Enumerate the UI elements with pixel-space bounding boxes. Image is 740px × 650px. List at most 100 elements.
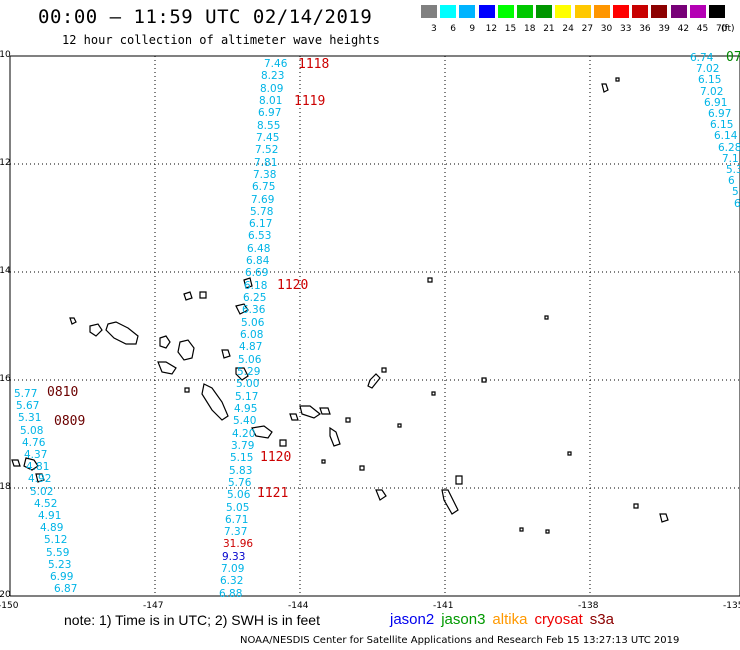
island-outline: [221, 349, 231, 359]
swh-value: 5.78: [250, 205, 274, 218]
swh-value: 8.55: [257, 119, 281, 132]
island-outline: [545, 529, 550, 534]
legend-swatch: [555, 5, 572, 18]
lat-tick-label: -12: [0, 158, 11, 168]
swh-value: 4.20: [232, 427, 256, 440]
swh-value: 5.17: [235, 390, 259, 403]
swh-value: 5.06: [227, 489, 251, 502]
island-outline: [659, 513, 669, 523]
island-outline: [375, 489, 387, 501]
island-outline: [243, 277, 253, 289]
swh-value: 4.37: [24, 449, 48, 461]
pass-time-label: 1118: [298, 57, 330, 72]
island-outline: [201, 383, 229, 421]
swh-value: 6.97: [258, 107, 282, 120]
legend-label: 39: [658, 24, 670, 34]
swh-value: 4.52: [34, 497, 58, 510]
legend-unit: (ft): [721, 24, 735, 34]
island-outline: [601, 83, 609, 93]
pass-time-label: 1119: [294, 94, 326, 109]
swh-value: 7.81: [254, 156, 278, 169]
swh-value: 6.25: [243, 292, 267, 305]
island-outlines: [11, 77, 669, 534]
legend-swatch: [613, 5, 629, 18]
legend-label: 3: [431, 24, 437, 34]
swh-value: 5: [732, 186, 739, 199]
swh-value: 6.71: [225, 513, 249, 526]
legend-label: 45: [696, 24, 709, 34]
island-outline: [481, 377, 487, 383]
island-outline: [35, 473, 45, 483]
legend-swatch: [497, 5, 514, 18]
swh-value: 6.32: [220, 575, 244, 588]
legend-label: 12: [485, 24, 498, 34]
swh-value: 8.01: [259, 94, 283, 107]
swh-value: 6.15: [698, 74, 722, 87]
legend-swatch: [517, 5, 533, 18]
footer-credit: NOAA/NESDIS Center for Satellite Applica…: [240, 635, 680, 646]
swh-value: 6.18: [244, 279, 268, 292]
island-outline: [567, 451, 572, 456]
swh-value: 6.17: [249, 218, 273, 231]
island-outline: [431, 391, 436, 396]
lat-tick-label: -18: [0, 482, 11, 492]
legend-swatch: [689, 5, 706, 18]
map-subtitle: 12 hour collection of altimeter wave hei…: [62, 33, 380, 47]
legend-swatch: [593, 5, 610, 18]
swh-value: 5.29: [237, 366, 261, 378]
swh-value: 4.92: [28, 473, 52, 486]
swh-value: 4.91: [38, 510, 62, 522]
lon-tick-label: -138: [578, 601, 599, 611]
swh-value: 6.97: [708, 108, 732, 120]
island-outline: [184, 387, 190, 393]
lon-tick-label: -144: [288, 601, 309, 611]
swh-value: 4.87: [239, 341, 263, 354]
swh-value: 5.77: [14, 388, 38, 400]
swh-value: 7.38: [253, 168, 277, 181]
swh-value: 6.08: [240, 329, 264, 342]
legend-swatch: [459, 5, 476, 18]
swh-value: 5.15: [230, 452, 254, 465]
legend-label: 21: [543, 24, 555, 34]
swh-value: 7.02: [700, 85, 724, 98]
satellite-legend: jason2 jason3 altika cryosat s3a: [390, 611, 621, 628]
island-outline: [321, 459, 326, 464]
map-title: 00:00 – 11:59 UTC 02/14/2019: [38, 6, 373, 28]
swh-value: 6.36: [242, 304, 266, 317]
swh-value: 7.45: [256, 131, 280, 144]
legend-label: 33: [620, 24, 632, 34]
island-outline: [633, 503, 639, 509]
swh-value: 6.69: [245, 267, 269, 280]
island-outline: [519, 527, 524, 532]
swh-value: 6.87: [54, 583, 78, 596]
swh-value: 6.75: [252, 181, 276, 194]
legend-label: 42: [677, 24, 690, 34]
swh-value: 5.59: [46, 546, 70, 559]
swh-value: 4.81: [26, 461, 50, 474]
lon-tick-label: -135: [723, 601, 740, 611]
island-outline: [251, 425, 273, 439]
island-outline: [199, 291, 207, 299]
legend-label: 36: [639, 24, 651, 34]
legend-swatch: [632, 5, 649, 18]
swh-value: 7.69: [251, 193, 275, 206]
swh-value: 4.89: [40, 522, 64, 535]
swh-value: 6.28: [718, 141, 740, 154]
satellite-name: jason3: [441, 611, 486, 628]
swh-value: 6.14: [714, 130, 738, 143]
island-outline: [105, 321, 139, 345]
satellite-name: jason2: [390, 611, 435, 628]
swh-value: 6.99: [50, 571, 74, 583]
legend-swatch: [670, 5, 687, 18]
island-outline: [235, 367, 249, 381]
swh-value: 7.09: [221, 563, 245, 576]
island-outline: [615, 77, 620, 82]
swh-value: 6.88: [219, 587, 243, 600]
swh-value: 7.1: [722, 152, 739, 165]
swh-value: 4.76: [22, 436, 46, 449]
pass-time-label: 1120: [260, 450, 292, 465]
legend-label: 15: [504, 24, 517, 34]
swh-value: 5.02: [30, 485, 54, 498]
lat-tick-label: -16: [0, 374, 11, 384]
